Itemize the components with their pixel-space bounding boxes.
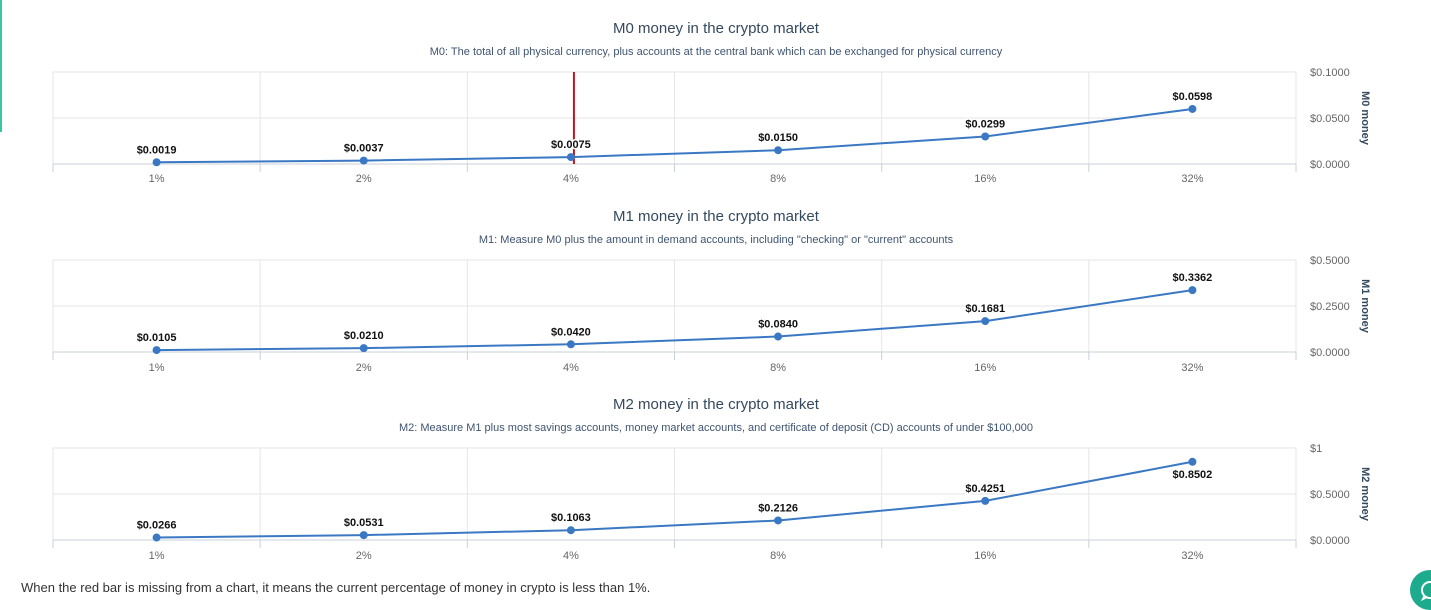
data-label: $0.0075 — [551, 139, 591, 151]
chart-title: M0 money in the crypto market — [613, 20, 820, 37]
data-label: $0.2126 — [758, 502, 798, 514]
data-label: $0.0105 — [137, 332, 177, 344]
left-accent-bar — [0, 0, 2, 132]
chart-1: M1 money in the crypto market M1: Measure… — [52, 208, 1371, 374]
y-tick-label: $0.0000 — [1310, 159, 1350, 171]
x-tick-label: 16% — [974, 550, 996, 562]
x-tick-label: 32% — [1181, 362, 1203, 374]
y-tick-label: $0.0500 — [1310, 113, 1350, 125]
data-point — [152, 158, 161, 167]
data-label: $0.0019 — [137, 144, 177, 156]
data-label: $0.0210 — [344, 330, 384, 342]
series-line — [156, 107, 1193, 164]
data-point — [981, 132, 990, 141]
y-axis-title: M0 money — [1359, 91, 1371, 146]
y-tick-label: $0.5000 — [1310, 255, 1350, 267]
data-point — [566, 340, 575, 349]
x-tick-label: 32% — [1181, 173, 1203, 185]
x-tick-label: 16% — [974, 362, 996, 374]
data-label: $0.0531 — [344, 517, 384, 529]
data-point — [152, 533, 161, 542]
x-tick-label: 1% — [149, 362, 165, 374]
x-tick-label: 4% — [563, 362, 579, 374]
data-label: $0.8502 — [1173, 469, 1213, 481]
series-line — [156, 289, 1193, 352]
chart-subtitle: M0: The total of all physical currency, … — [430, 46, 1003, 58]
x-tick-label: 16% — [974, 173, 996, 185]
x-tick-label: 8% — [770, 173, 786, 185]
y-tick-label: $0.1000 — [1310, 67, 1350, 79]
data-label: $0.0840 — [758, 319, 798, 331]
data-point — [774, 332, 783, 341]
x-tick-label: 2% — [356, 173, 372, 185]
data-point — [152, 346, 161, 355]
y-tick-label: $0.0000 — [1310, 535, 1350, 547]
y-axis-title: M1 money — [1359, 279, 1371, 334]
data-point — [1188, 104, 1197, 113]
chat-bubble-icon — [1420, 581, 1431, 601]
y-tick-label: $0.0000 — [1310, 347, 1350, 359]
y-axis-title: M2 money — [1359, 467, 1371, 522]
data-point — [774, 516, 783, 525]
data-point — [1188, 286, 1197, 295]
data-label: $0.0150 — [758, 132, 798, 144]
chart-title: M1 money in the crypto market — [613, 208, 820, 225]
x-tick-label: 4% — [563, 173, 579, 185]
chart-subtitle: M1: Measure M0 plus the amount in demand… — [479, 234, 954, 246]
data-label: $0.4251 — [965, 483, 1005, 495]
data-point — [359, 531, 368, 540]
chart-0: M0 money in the crypto market M0: The tot… — [52, 20, 1371, 185]
chart-subtitle: M2: Measure M1 plus most savings account… — [399, 422, 1033, 434]
data-label: $0.1063 — [551, 512, 591, 524]
data-point — [981, 496, 990, 505]
x-tick-label: 2% — [356, 550, 372, 562]
x-tick-label: 8% — [770, 362, 786, 374]
data-point — [1188, 457, 1197, 466]
series-line — [156, 460, 1193, 539]
charts-svg: M0 money in the crypto market M0: The tot… — [52, 20, 1371, 562]
data-label: $0.0266 — [137, 520, 177, 532]
y-tick-label: $0.2500 — [1310, 301, 1350, 313]
x-tick-label: 1% — [149, 173, 165, 185]
y-tick-label: $1 — [1310, 443, 1322, 455]
y-tick-label: $0.5000 — [1310, 489, 1350, 501]
data-point — [359, 156, 368, 165]
x-tick-label: 4% — [563, 550, 579, 562]
data-point — [566, 526, 575, 535]
data-point — [774, 146, 783, 155]
data-label: $0.0420 — [551, 326, 591, 338]
chat-button[interactable] — [1410, 570, 1431, 610]
data-point — [981, 317, 990, 326]
x-tick-label: 2% — [356, 362, 372, 374]
data-label: $0.0037 — [344, 143, 384, 155]
footnote: When the red bar is missing from a chart… — [21, 580, 651, 595]
data-label: $0.1681 — [965, 303, 1005, 315]
x-tick-label: 1% — [149, 550, 165, 562]
x-tick-label: 32% — [1181, 550, 1203, 562]
x-tick-label: 8% — [770, 550, 786, 562]
data-label: $0.0299 — [965, 118, 1005, 130]
data-label: $0.0598 — [1173, 91, 1213, 103]
chart-title: M2 money in the crypto market — [613, 396, 820, 413]
data-label: $0.3362 — [1173, 272, 1213, 284]
chart-2: M2 money in the crypto market M2: Measure… — [52, 396, 1371, 562]
data-point — [359, 344, 368, 353]
data-point — [566, 153, 575, 162]
